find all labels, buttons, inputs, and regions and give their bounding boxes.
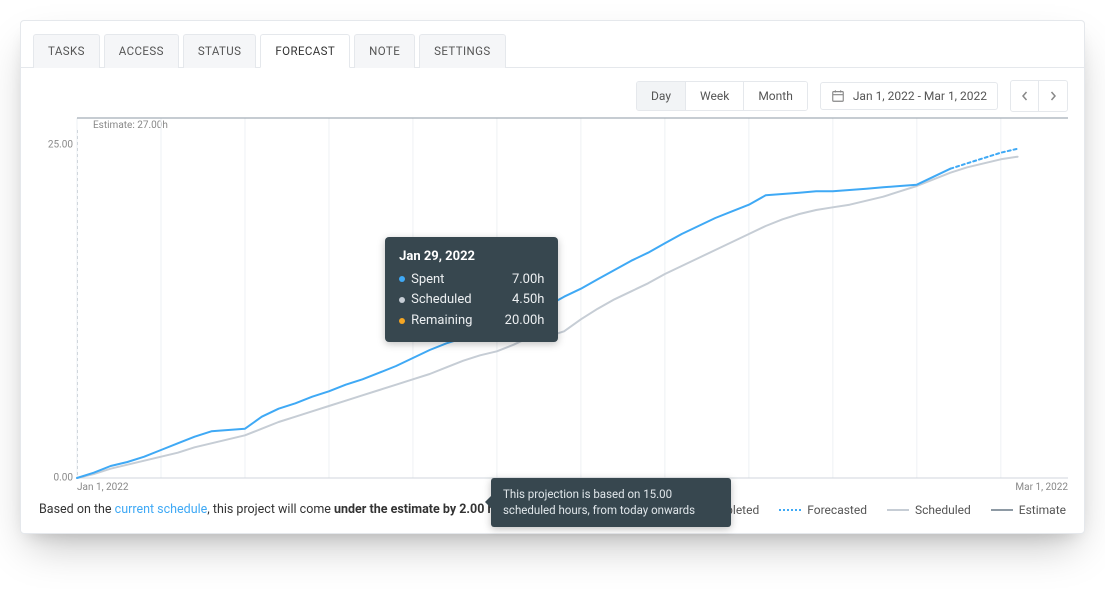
chart-tooltip: Jan 29, 2022Spent7.00hScheduled4.50hRema… xyxy=(385,237,558,342)
date-range-picker[interactable]: Jan 1, 2022 - Mar 1, 2022 xyxy=(820,82,998,110)
legend-label: Scheduled xyxy=(915,503,971,517)
tab-forecast[interactable]: FORECAST xyxy=(260,34,350,68)
projection-text: Based on the current schedule, this proj… xyxy=(39,502,520,517)
tab-access[interactable]: ACCESS xyxy=(104,34,179,68)
x-start-label: Jan 1, 2022 xyxy=(77,482,129,493)
granularity-day[interactable]: Day xyxy=(637,82,686,110)
legend-item-forecasted: Forecasted xyxy=(779,503,867,517)
y-tick-label: 25.00 xyxy=(41,139,73,150)
legend-label: Estimate xyxy=(1019,503,1066,517)
legend-label: Forecasted xyxy=(807,503,867,517)
chart-legend: CompletedForecastedScheduledEstimate xyxy=(673,503,1066,517)
current-schedule-link[interactable]: current schedule xyxy=(115,502,208,517)
tab-note[interactable]: NOTE xyxy=(354,34,415,68)
tab-tasks[interactable]: TASKS xyxy=(33,34,100,68)
y-tick-label: 0.00 xyxy=(41,473,73,484)
calendar-icon xyxy=(831,89,845,103)
granularity-week[interactable]: Week xyxy=(686,82,744,110)
chevron-right-icon xyxy=(1048,91,1058,101)
date-next-button[interactable] xyxy=(1039,81,1067,111)
forecast-panel: TASKSACCESSSTATUSFORECASTNOTESETTINGS Da… xyxy=(20,20,1085,534)
date-prev-button[interactable] xyxy=(1011,81,1039,111)
granularity-month[interactable]: Month xyxy=(744,82,806,110)
legend-item-scheduled: Scheduled xyxy=(887,503,971,517)
granularity-segmented: DayWeekMonth xyxy=(636,81,808,111)
chevron-left-icon xyxy=(1020,91,1030,101)
legend-swatch xyxy=(991,509,1013,511)
projection-prefix: Based on the xyxy=(39,502,115,517)
tab-status[interactable]: STATUS xyxy=(183,34,257,68)
legend-swatch xyxy=(887,509,909,511)
projection-mid: , this project will come xyxy=(207,502,334,517)
x-end-label: Mar 1, 2022 xyxy=(1015,482,1068,493)
date-range-text: Jan 1, 2022 - Mar 1, 2022 xyxy=(853,89,987,103)
legend-item-estimate: Estimate xyxy=(991,503,1066,517)
chart-area: Estimate: 27.00h 0.0025.00Jan 1, 2022Mar… xyxy=(21,118,1084,488)
tab-bar: TASKSACCESSSTATUSFORECASTNOTESETTINGS xyxy=(21,21,1084,68)
controls-row: DayWeekMonth Jan 1, 2022 - Mar 1, 2022 xyxy=(21,68,1084,118)
forecast-chart[interactable]: 0.0025.00Jan 1, 2022Mar 1, 2022Jan 29, 2… xyxy=(77,118,1068,478)
projection-tooltip: This projection is based on 15.00 schedu… xyxy=(491,478,731,527)
legend-swatch xyxy=(779,509,801,511)
date-nav xyxy=(1010,80,1068,112)
projection-tooltip-text: This projection is based on 15.00 schedu… xyxy=(503,487,695,518)
tab-settings[interactable]: SETTINGS xyxy=(419,34,505,68)
